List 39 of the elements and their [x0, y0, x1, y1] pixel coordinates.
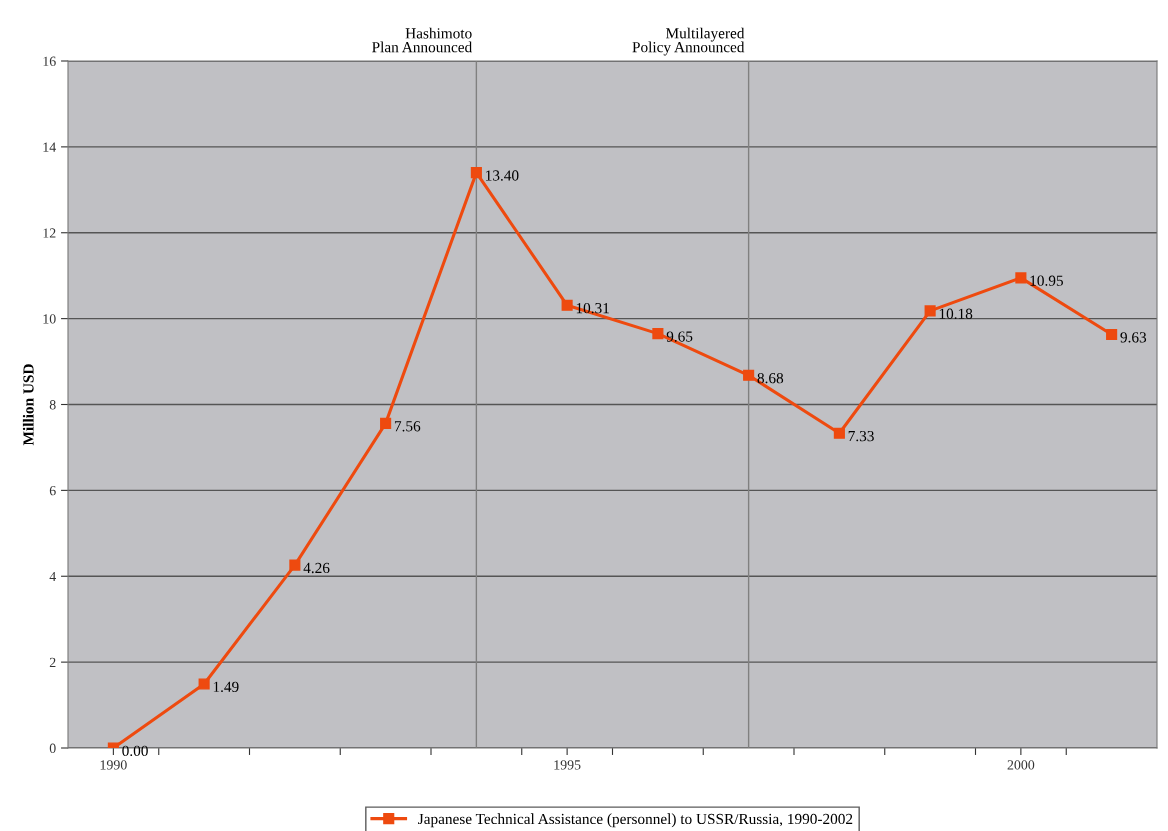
x-tick-label: 2000	[1007, 760, 1035, 770]
data-label: 9.65	[666, 331, 693, 342]
data-label: 8.68	[757, 372, 784, 384]
data-label: 10.95	[1030, 275, 1063, 286]
y-tick-label: 4	[49, 571, 56, 582]
data-label: 9.63	[1120, 332, 1147, 343]
data-label: 10.31	[576, 303, 609, 314]
y-tick-label: 8	[49, 400, 56, 410]
y-tick-label: 6	[49, 486, 56, 496]
point	[1106, 328, 1118, 341]
y-tick-label: 12	[43, 228, 56, 238]
data-label: 1.49	[213, 681, 239, 693]
point	[833, 427, 845, 439]
y-tick-label: 2	[49, 657, 56, 667]
data-label: 10.18	[939, 308, 973, 319]
data-label: 7.56	[394, 421, 421, 432]
ref-line-label: Multilayered Policy Announced	[632, 27, 745, 56]
y-tick-label: 10	[43, 314, 56, 324]
data-label: 0.00	[122, 745, 148, 757]
data-label: 13.40	[486, 170, 519, 181]
y-axis-title: Million USD	[22, 364, 34, 446]
point	[924, 305, 936, 317]
point	[743, 369, 755, 381]
y-tick-label: 0	[49, 743, 56, 753]
data-label: 7.33	[848, 430, 874, 442]
point	[652, 328, 664, 340]
ref-line-label: Hashimoto Plan Announced	[372, 27, 473, 53]
legend-label: Japanese Technical Assistance (personnel) to USSR/Russia, 1990-2002	[418, 813, 853, 828]
point	[1015, 272, 1027, 284]
data-label: 4.26	[303, 562, 330, 574]
point	[561, 299, 573, 311]
x-tick-label: 1990	[100, 760, 127, 770]
point	[380, 417, 392, 429]
y-tick-label: 14	[43, 142, 56, 152]
x-tick-label: 1995	[554, 760, 581, 770]
y-tick-label: 16	[43, 56, 56, 66]
point	[289, 559, 301, 571]
point	[470, 167, 482, 179]
point	[198, 678, 210, 690]
